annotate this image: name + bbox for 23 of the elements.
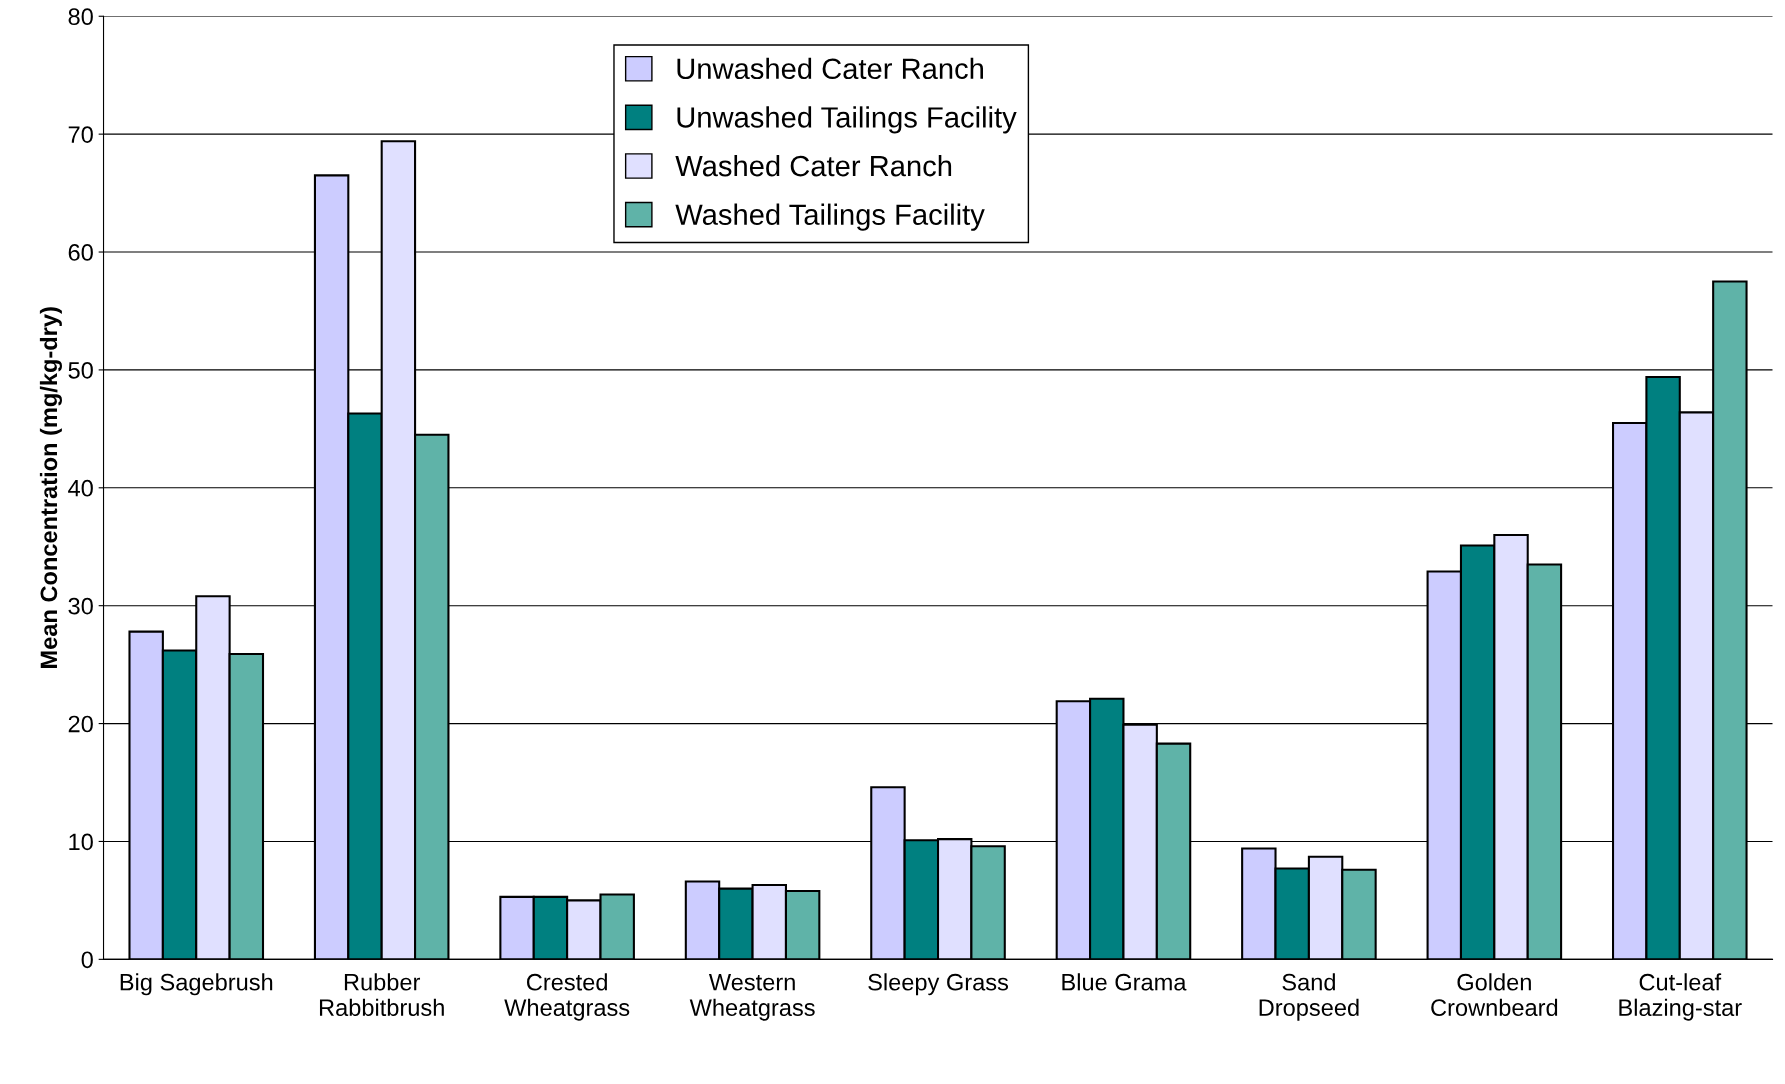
y-tick-label: 60 — [68, 244, 93, 261]
legend-label: Unwashed Cater Ranch — [677, 57, 983, 80]
y-tick-label: 10 — [69, 833, 93, 851]
y-tick-label: 30 — [68, 597, 93, 615]
legend-label: Washed Cater Ranch — [675, 154, 952, 177]
x-tick-label: Rubber Rabbitbrush — [319, 973, 444, 1016]
y-tick-label: 20 — [68, 715, 93, 733]
y-tick-label: 0 — [81, 951, 93, 969]
y-tick-label: 70 — [68, 126, 93, 143]
x-tick-label: Sleepy Grass — [868, 973, 1009, 996]
x-tick-label: Crested Wheatgrass — [504, 973, 630, 1021]
y-tick-label: 40 — [68, 479, 93, 497]
y-tick-label: 80 — [68, 8, 93, 26]
x-tick-label: Golden Crownbeard — [1431, 973, 1558, 1016]
x-tick-label: Sand Dropseed — [1259, 973, 1359, 1021]
x-tick-label: Cut-leaf Blazing-star — [1619, 973, 1742, 1021]
x-tick-label: Blue Grama — [1062, 973, 1187, 991]
legend-label: Unwashed Tailings Facility — [677, 106, 1017, 134]
legend-label: Washed Tailings Facility — [675, 203, 985, 231]
x-tick-label: Western Wheatgrass — [689, 974, 815, 1021]
y-tick-label: 50 — [68, 361, 93, 379]
x-tick-label: Big Sagebrush — [120, 973, 273, 996]
y-axis-title: Mean Concentration (mg/kg-dry) — [39, 307, 62, 668]
